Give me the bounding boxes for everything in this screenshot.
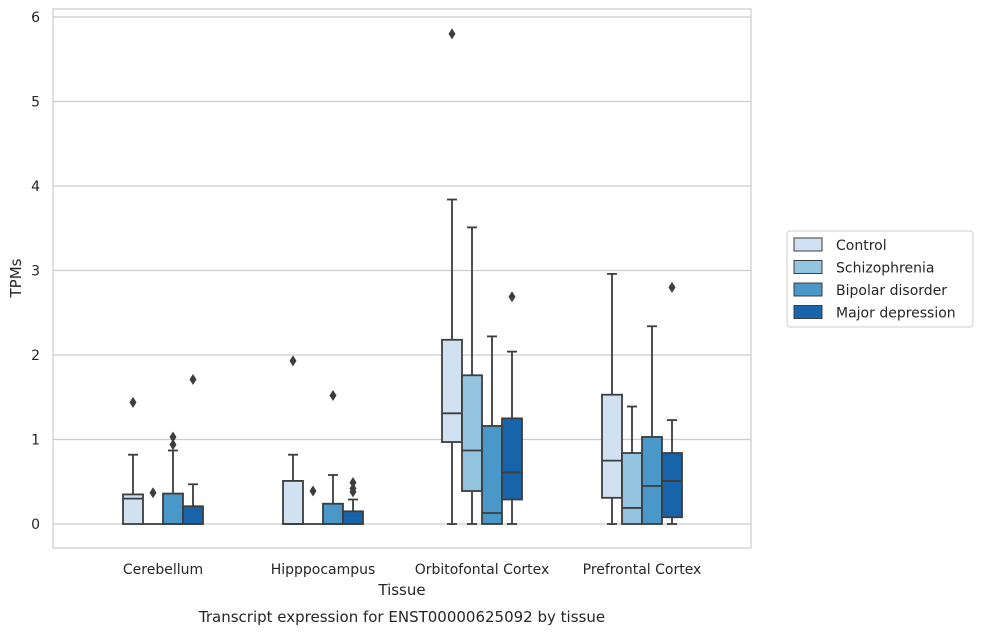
box-schizophrenia	[143, 487, 163, 525]
box-iqr	[122, 493, 144, 525]
box-iqr	[322, 502, 344, 525]
outlier-point	[169, 439, 177, 451]
box-bipolar-disorder	[481, 335, 503, 525]
outlier-point	[189, 374, 197, 386]
outlier-point	[349, 483, 357, 495]
box-control	[282, 355, 304, 525]
box-iqr	[601, 393, 623, 499]
x-tick-label: Prefrontal Cortex	[583, 562, 702, 578]
y-tick-label: 3	[31, 264, 40, 280]
box-iqr	[661, 452, 683, 519]
box-iqr	[162, 492, 184, 525]
boxes	[122, 28, 683, 525]
chart-caption: Transcript expression for ENST0000062509…	[198, 608, 605, 626]
box-iqr	[641, 436, 663, 525]
y-axis-label: TPMs	[7, 258, 25, 298]
box-iqr	[441, 338, 463, 443]
box-control	[441, 28, 463, 525]
y-tick-label: 1	[31, 433, 40, 449]
outlier-point	[309, 485, 317, 497]
box-major-depression	[661, 281, 683, 525]
outlier-point	[508, 291, 516, 303]
box-major-depression	[182, 374, 204, 525]
legend-label: Schizophrenia	[836, 261, 934, 277]
legend: Control Schizophrenia Bipolar disorder Majo…	[786, 230, 974, 328]
box-iqr	[282, 480, 304, 525]
box-bipolar-disorder	[322, 390, 344, 525]
outlier-point	[149, 487, 157, 499]
outlier-point	[169, 431, 177, 443]
legend-items: Control Schizophrenia Bipolar disorder Majo…	[793, 237, 956, 322]
outlier-point	[448, 28, 456, 40]
outlier-point	[129, 396, 137, 408]
legend-label: Control	[836, 238, 887, 254]
box-iqr	[461, 374, 483, 492]
y-tick-label: 2	[31, 348, 40, 364]
box-control	[601, 272, 623, 525]
box-control	[122, 396, 144, 525]
legend-swatch	[793, 305, 823, 319]
x-axis-label: Tissue	[377, 581, 425, 599]
legend-swatch	[793, 260, 823, 274]
legend-swatch	[793, 237, 823, 252]
box-iqr	[342, 510, 364, 525]
y-tick-label: 5	[31, 95, 40, 111]
y-tick-label: 4	[31, 179, 40, 195]
x-tick-labels: Cerebellum Hipppocampus Orbitofontal Corte…	[123, 562, 701, 578]
outlier-point	[329, 390, 337, 402]
x-tick-label: Orbitofontal Cortex	[415, 562, 550, 578]
x-tick-label: Cerebellum	[123, 562, 203, 578]
box-iqr	[182, 505, 204, 525]
legend-label: Major depression	[836, 306, 956, 322]
outlier-point	[668, 281, 676, 293]
box-schizophrenia	[461, 226, 483, 525]
legend-label: Bipolar disorder	[836, 283, 947, 299]
y-tick-label: 6	[31, 10, 40, 26]
outlier-point	[349, 477, 357, 489]
box-iqr	[481, 425, 503, 525]
plot-area	[52, 8, 752, 549]
box-major-depression	[501, 291, 523, 525]
box-bipolar-disorder	[162, 431, 184, 525]
outlier-point	[289, 355, 297, 367]
legend-frame	[786, 230, 974, 328]
box-major-depression	[342, 477, 364, 525]
legend-swatch	[793, 282, 823, 297]
plot-frame	[52, 8, 752, 549]
x-tick-label: Hipppocampus	[271, 562, 376, 578]
box-iqr	[621, 452, 643, 525]
box-iqr	[501, 417, 523, 501]
box-schizophrenia	[303, 485, 323, 525]
y-tick-label: 0	[31, 517, 40, 533]
y-tick-labels: 0 1 2 3 4 5 6	[31, 10, 40, 533]
